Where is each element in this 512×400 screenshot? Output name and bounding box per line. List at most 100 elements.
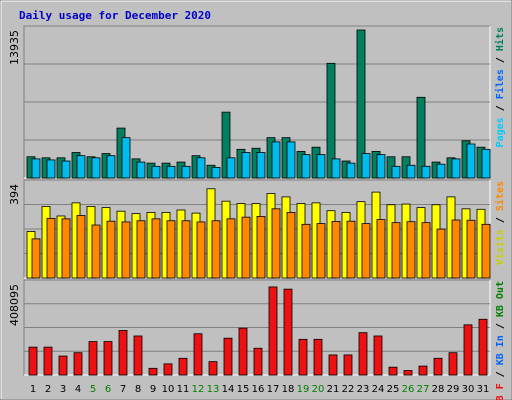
bar-sites-day-26 <box>406 221 416 279</box>
bar-files-day-22 <box>346 162 356 179</box>
bar-kbf-day-1 <box>28 346 38 376</box>
chart-title: Daily usage for December 2020 <box>19 9 211 22</box>
bar-kbf-day-2 <box>43 346 53 376</box>
bar-sites-day-24 <box>376 219 386 279</box>
panel-visits-legend-separator: / <box>495 211 506 229</box>
bar-kbf-day-27 <box>418 365 428 376</box>
panel-kbytes-legend-separator: / <box>495 317 506 335</box>
day-label-13: 13 <box>207 384 220 395</box>
bar-kbf-day-13 <box>208 361 218 376</box>
day-label-19: 19 <box>297 384 310 395</box>
bar-files-day-15 <box>241 152 251 179</box>
bar-files-day-7 <box>121 137 131 179</box>
bar-files-day-20 <box>316 154 326 179</box>
bar-files-day-23 <box>361 153 371 179</box>
bar-kbf-day-17 <box>268 286 278 376</box>
bar-files-day-29 <box>451 158 461 179</box>
bar-kbf-day-10 <box>163 363 173 376</box>
bar-files-day-21 <box>331 158 341 179</box>
bar-sites-day-3 <box>61 218 71 279</box>
bar-files-day-18 <box>286 141 296 179</box>
day-label-5: 5 <box>90 384 96 395</box>
day-label-6: 6 <box>105 384 111 395</box>
panel-hits-legend-separator: / <box>495 51 506 69</box>
bar-sites-day-11 <box>181 220 191 279</box>
day-label-2: 2 <box>45 384 51 395</box>
day-label-7: 7 <box>120 384 126 395</box>
panel-hits-legend-separator: / <box>495 99 506 117</box>
bar-sites-day-7 <box>121 221 131 279</box>
bar-sites-day-16 <box>256 216 266 279</box>
day-label-30: 30 <box>462 384 475 395</box>
bar-files-day-4 <box>76 155 86 179</box>
bar-kbf-day-25 <box>388 366 398 376</box>
bar-kbf-day-12 <box>193 333 203 376</box>
bar-kbf-day-6 <box>103 341 113 376</box>
day-label-31: 31 <box>477 384 490 395</box>
bar-sites-day-22 <box>346 220 356 279</box>
bar-kbf-day-31 <box>478 318 488 376</box>
bar-files-day-16 <box>256 152 266 179</box>
bar-sites-day-27 <box>421 222 431 279</box>
day-label-8: 8 <box>135 384 141 395</box>
day-label-17: 17 <box>267 384 280 395</box>
bar-files-day-1 <box>31 158 41 179</box>
bar-hits-day-21 <box>326 62 336 179</box>
bar-files-day-19 <box>301 154 311 179</box>
panel-hits-side-legend: Pages / Files / Hits <box>494 27 506 147</box>
day-label-16: 16 <box>252 384 265 395</box>
panels-layer <box>23 25 491 376</box>
day-label-11: 11 <box>177 384 190 395</box>
bar-kbf-day-19 <box>298 338 308 376</box>
day-label-22: 22 <box>342 384 355 395</box>
bar-files-day-30 <box>466 143 476 179</box>
bar-sites-day-18 <box>286 211 296 279</box>
bar-sites-day-21 <box>331 221 341 279</box>
panel-kbytes-legend-kb-f: KB F <box>495 383 506 400</box>
bar-files-day-28 <box>436 163 446 179</box>
bar-files-day-8 <box>136 161 146 179</box>
panel-hits-ymax-label: 13935 <box>8 30 21 65</box>
bar-files-day-11 <box>181 165 191 179</box>
bar-sites-day-6 <box>106 220 116 279</box>
day-label-23: 23 <box>357 384 370 395</box>
bar-sites-day-10 <box>166 220 176 279</box>
bar-sites-day-20 <box>316 223 326 279</box>
bar-sites-day-29 <box>451 219 461 279</box>
bar-sites-day-14 <box>226 218 236 279</box>
bar-kbf-day-21 <box>328 354 338 376</box>
day-label-28: 28 <box>432 384 445 395</box>
bar-kbf-day-23 <box>358 332 368 376</box>
day-label-25: 25 <box>387 384 400 395</box>
bar-files-day-27 <box>421 165 431 179</box>
bar-kbf-day-30 <box>463 324 473 376</box>
day-label-20: 20 <box>312 384 325 395</box>
bars-layer <box>26 29 491 376</box>
bar-kbf-day-11 <box>178 357 188 376</box>
bar-files-day-5 <box>91 157 101 179</box>
bar-kbf-day-8 <box>133 335 143 376</box>
day-label-27: 27 <box>417 384 430 395</box>
panel-visits-legend-sites: Sites <box>494 181 506 211</box>
bar-files-day-17 <box>271 141 281 179</box>
day-label-12: 12 <box>192 384 205 395</box>
panel-hits-legend-pages: Pages <box>495 117 506 147</box>
bar-sites-day-4 <box>76 215 86 279</box>
panel-kbytes-legend-kb-out: KB Out <box>495 281 506 317</box>
bar-hits-day-27 <box>416 96 426 179</box>
bar-files-day-9 <box>151 165 161 179</box>
bar-sites-day-23 <box>361 223 371 279</box>
bar-kbf-day-14 <box>223 337 233 376</box>
bar-kbf-day-5 <box>88 341 98 376</box>
day-label-24: 24 <box>372 384 385 395</box>
day-label-14: 14 <box>222 384 235 395</box>
bar-sites-day-13 <box>211 220 221 279</box>
bar-kbf-day-28 <box>433 357 443 376</box>
bar-kbf-day-4 <box>73 352 83 376</box>
bar-files-day-13 <box>211 166 221 179</box>
panel-kbytes-ymax-label: 408095 <box>8 284 21 326</box>
panel-kbytes-side-legend: KB F / KB In / KB Out <box>495 281 506 400</box>
panel-kbytes-legend-separator: / <box>495 365 506 383</box>
bar-sites-day-9 <box>151 218 161 279</box>
